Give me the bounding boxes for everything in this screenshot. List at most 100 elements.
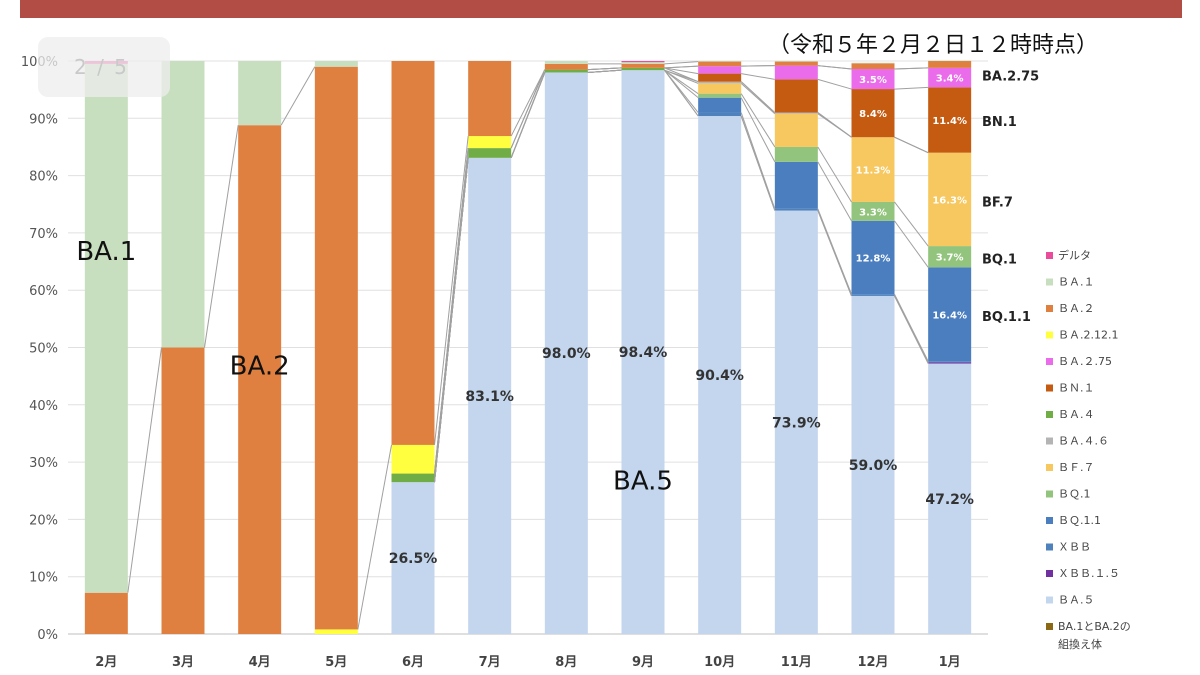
bar-ｂａ-２-3月: [161, 347, 205, 634]
bar-ｂｎ-１-1月: [928, 87, 972, 153]
data-label-ｂａ-５-11月: 73.9%: [772, 415, 821, 431]
annotation-ba-5: BA.5: [613, 466, 673, 496]
data-labels-layer: 26.5% 83.1% 98.0% 98.4% 90.4% 73.9% 59.0% 47.2%…: [389, 74, 974, 567]
bar-ｂｑ-1-12月: [851, 201, 895, 221]
connector-line: [740, 82, 776, 115]
connector-line: [204, 125, 239, 348]
legend-label-ｂａ-４-６: ＢＡ.４.６: [1058, 435, 1109, 448]
x-tick-label: 4月: [249, 655, 271, 670]
legend-swatch-ｂａ-４: [1046, 411, 1053, 418]
y-tick-label: 20%: [29, 513, 58, 528]
bar-ｂａ-２-4月: [238, 125, 282, 635]
data-label-ｂａ-２-75-1月: 3.4%: [936, 74, 964, 85]
bar-ｂｎ-１-11月: [774, 79, 818, 113]
connector-line: [894, 201, 929, 247]
annotation-ba-1: BA.1: [76, 237, 136, 267]
y-tick-label: 10%: [29, 571, 58, 586]
legend-label-ｂｎ-１: ＢＮ.１: [1058, 382, 1095, 395]
bar-ｂａ-５-12月: [851, 295, 895, 634]
bar-ｘｂｂ-12月: [851, 294, 895, 296]
connector-line: [664, 61, 699, 65]
bar-ｘｂｂ-10月: [698, 112, 742, 117]
y-tick-label: 60%: [29, 284, 58, 299]
x-tick-label: 10月: [704, 655, 735, 670]
connector-line: [740, 97, 776, 163]
side-label-bq-1: BQ.1: [982, 253, 1017, 268]
connector-line: [894, 136, 929, 154]
legend-label-ｂｑ-1: ＢＱ.1: [1058, 488, 1091, 501]
data-label-ｂｎ-１-12月: 8.4%: [859, 109, 887, 120]
legend-swatch-ｘｂｂ-１-５: [1046, 570, 1053, 577]
bar-ｂａ-１-9月: [621, 62, 665, 64]
bar-ｂａ-2-12-1-7月: [468, 136, 512, 149]
legend-label-ｂａ-１: ＢＡ.１: [1058, 276, 1095, 289]
bar-ｂａ-４-6月: [391, 473, 435, 483]
connector-line: [510, 72, 546, 159]
connector-line: [434, 136, 469, 445]
bar-ｂａ-４-7月: [468, 148, 512, 158]
legend-swatch-ｂａ-５: [1046, 596, 1053, 604]
legend-label-ｘｂｂ: ＸＢＢ: [1058, 541, 1091, 554]
data-label-ｂａ-５-1月: 47.2%: [925, 492, 974, 508]
connector-lines: [127, 61, 929, 630]
bar-ｂａ-４-６-10月: [698, 81, 742, 84]
bar-ｂａ-１-5月: [314, 61, 358, 67]
bar-ｂａ-2-12-1-6月: [391, 444, 435, 474]
legend-label-ｂａ-２: ＢＡ.２: [1058, 302, 1095, 315]
annotations-layer: BA.1 BA.2 BA.5 BA.2.75 BN.1 BF.7 BQ.1 BQ.1.1: [76, 69, 1039, 496]
x-tick-label: 11月: [781, 655, 812, 670]
connector-line: [664, 69, 699, 113]
legend-swatch-ｂｑ-1-1: [1046, 517, 1053, 524]
x-tick-label: 12月: [857, 655, 888, 670]
connector-line: [817, 78, 852, 90]
y-tick-label: 30%: [29, 456, 58, 471]
bar-ｂｑ-1-11月: [774, 146, 818, 162]
bar-ｂｎ-１-10月: [698, 73, 742, 82]
x-tick-label: 1月: [939, 655, 961, 670]
bar-ｘｂｂ-1月: [928, 361, 972, 363]
bar-ｂａ-１-4月: [238, 61, 282, 126]
bar-ｂａ-2-12-1-5月: [314, 629, 358, 634]
legend-label-ｂａ-2-12-1: ＢＡ.2.12.1: [1058, 329, 1118, 342]
connector-line: [510, 69, 546, 137]
top-banner: [20, 0, 1182, 18]
connector-line: [817, 65, 852, 70]
bar-ｂｆ-７-10月: [698, 83, 742, 94]
bar-ｂａ-２-12月: [851, 63, 895, 70]
bar-ｂａ-２-75-1月: [928, 67, 972, 88]
data-label-ｂａ-５-8月: 98.0%: [542, 346, 591, 362]
connector-line: [817, 208, 852, 295]
connector-line: [510, 69, 546, 149]
y-tick-label: 0%: [37, 628, 58, 643]
legend-label-ｂｑ-1-1: ＢＱ.1.1: [1058, 514, 1101, 527]
x-tick-label: 9月: [632, 655, 654, 670]
bar-ｂａ-５-9月: [621, 70, 665, 635]
connector-line: [740, 112, 776, 209]
connector-line: [894, 220, 929, 268]
legend: デルタ ＢＡ.１ ＢＡ.２ ＢＡ.2.12.1 ＢＡ.２.75 ＢＮ.１ ＢＡ.４ ＢＡ.４.…: [1046, 248, 1131, 651]
connector-line: [894, 295, 929, 363]
bar-ｘｂｂ-１-５-1月: [928, 362, 972, 364]
legend-label-ｂａ-５: ＢＡ.５: [1058, 594, 1095, 607]
connector-line: [817, 146, 852, 203]
data-label-ｂｑ-1-12月: 3.3%: [859, 207, 887, 218]
connector-line: [740, 93, 776, 148]
y-tick-label: 80%: [29, 170, 58, 185]
side-label-ba-2-75: BA.2.75: [982, 69, 1039, 84]
bar-ｂｑ-1-1-11月: [774, 161, 818, 209]
data-label-ｂａ-５-6月: 26.5%: [389, 551, 438, 567]
legend-label-ba-1とba-2の組換え体: BA.1とBA.2の組換え体: [1058, 620, 1131, 651]
bar-ｂａ-２-7月: [468, 61, 512, 137]
connector-line: [127, 347, 162, 593]
bar-ｂｑ-1-1-12月: [851, 220, 895, 295]
y-tick-label: 50%: [29, 342, 58, 357]
legend-label-ｂａ-４: ＢＡ.４: [1058, 408, 1095, 421]
connector-line: [817, 161, 852, 222]
data-label-ｂｑ-1-1月: 3.7%: [936, 253, 964, 264]
bar-ｂｑ-1-10月: [698, 93, 742, 98]
x-tick-label: 8月: [555, 655, 577, 670]
legend-label-ｘｂｂ-１-５: ＸＢＢ.１.５: [1058, 567, 1120, 580]
page-indicator[interactable]: 2 / 5: [38, 37, 170, 97]
bar-ｂａ-５-8月: [544, 72, 588, 634]
bar-ｂｆ-７-1月: [928, 152, 972, 247]
